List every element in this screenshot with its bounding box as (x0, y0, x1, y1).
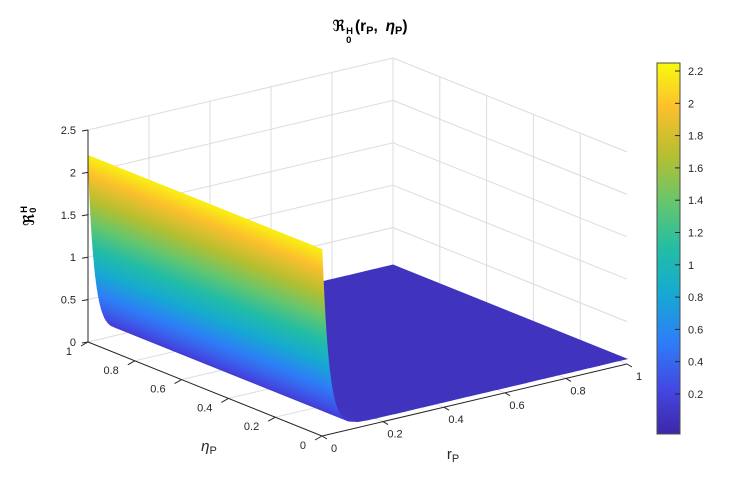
title-sub-0: 0 (346, 35, 352, 46)
x-tick (443, 406, 450, 411)
z-tick-label: 2.5 (61, 125, 76, 137)
colorbar-tick-label: 0.8 (688, 292, 703, 304)
xlabel-r: r (446, 446, 452, 463)
y-tick-label: 1 (66, 346, 72, 358)
colorbar-tick-label: 0.2 (688, 389, 703, 401)
y-tick (314, 435, 323, 441)
y-axis-label: ηP (179, 438, 239, 457)
y-tick-label: 0.2 (244, 421, 259, 433)
x-tick-label: 0.2 (387, 429, 402, 441)
z-tick-label: 1.5 (61, 210, 76, 222)
colorbar-tick-label: 0.6 (688, 324, 703, 336)
y-tick (221, 397, 229, 403)
colorbar-tick-label: 1.4 (688, 195, 703, 207)
y-tick-label: 0.6 (150, 384, 165, 396)
y-axis-line (87, 341, 323, 437)
x-tick-label: 1 (636, 371, 642, 383)
z-tick-label: 0.5 (61, 295, 76, 307)
ylabel-eta: η (201, 438, 210, 455)
y-tick-label: 0 (300, 440, 306, 452)
grid-line (392, 142, 628, 238)
colorbar-tick-label: 1 (688, 260, 694, 272)
grid-line (87, 99, 394, 173)
chart-title: ℜ H 0 (rP, ηP) (0, 17, 740, 45)
z-tick (81, 299, 89, 302)
y-tick (174, 379, 182, 385)
title-frak-R: ℜ (332, 17, 346, 35)
colorbar-bar (656, 62, 681, 435)
y-tick (267, 416, 276, 422)
x-tick (321, 435, 328, 440)
grid-line (392, 99, 628, 195)
x-tick (382, 421, 389, 426)
title-eta: η (385, 18, 396, 35)
y-tick (80, 341, 89, 347)
title-eta-subscript: P (395, 25, 403, 37)
y-tick-label: 0.4 (197, 402, 212, 414)
title-sup-H: H (346, 26, 353, 37)
z-tick (81, 129, 89, 132)
x-tick (565, 377, 572, 382)
grid-line (87, 57, 394, 131)
title-comma: , (373, 18, 386, 35)
colorbar: 0.2 0.4 0.6 0.8 1 1.2 1.4 1.6 1.8 2 2.2 (656, 62, 703, 435)
colorbar-tick-label: 2 (688, 98, 694, 110)
zlabel-frak-R: ℜ (20, 213, 38, 227)
z-tick (81, 171, 89, 174)
surface-mesh (87, 154, 629, 422)
zlabel-sub-0: 0 (28, 207, 39, 213)
z-tick (81, 214, 89, 217)
x-axis-line (321, 363, 628, 437)
ylabel-subscript: P (209, 445, 217, 457)
colorbar-tick-label: 1.2 (688, 228, 703, 240)
x-tick-label: 0.8 (570, 385, 585, 397)
grid-line (392, 227, 628, 323)
title-close-paren: ) (402, 18, 408, 35)
xlabel-subscript: P (451, 453, 460, 465)
y-tick-label: 0.8 (104, 365, 119, 377)
y-tick (127, 360, 136, 366)
z-tick-label: 1 (70, 252, 76, 264)
x-tick-label: 0 (331, 443, 337, 455)
colorbar-tick-label: 1.6 (688, 163, 703, 175)
colorbar-tick-label: 2.2 (688, 66, 703, 78)
z-tick-label: 2 (70, 167, 76, 179)
grid-line (392, 184, 628, 280)
z-tick-label: 0 (70, 337, 76, 349)
colorbar-tick-label: 0.4 (688, 357, 703, 369)
grid-line (392, 57, 628, 153)
colorbar-tick-label: 1.8 (688, 131, 703, 143)
x-tick (504, 392, 511, 397)
x-tick (626, 363, 633, 368)
x-tick-label: 0.4 (448, 414, 463, 426)
x-axis-label: rP (423, 446, 483, 465)
title-open-paren: (r (354, 18, 367, 35)
title-r-subscript: P (366, 25, 374, 37)
x-tick-label: 0.6 (509, 400, 524, 412)
z-tick (81, 256, 89, 259)
